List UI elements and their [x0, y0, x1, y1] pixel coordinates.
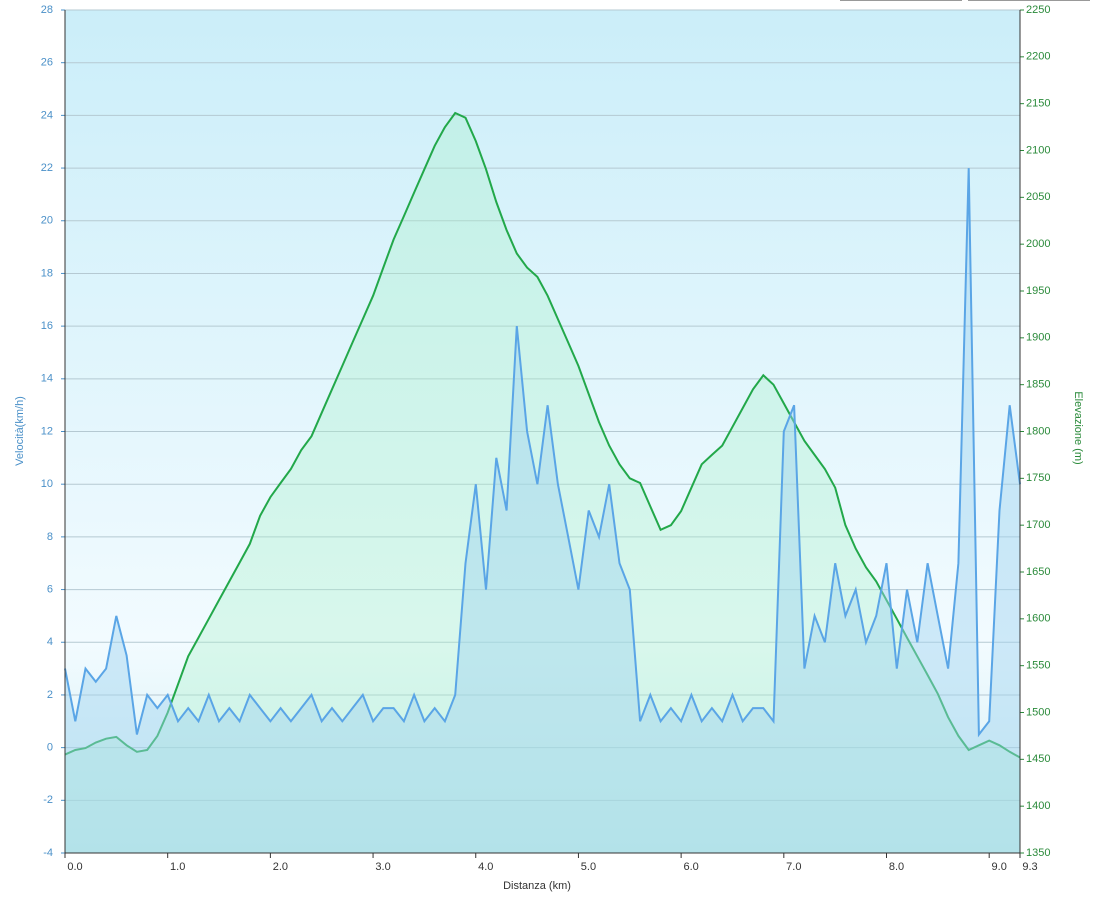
y-tick-label: -2	[43, 794, 53, 806]
y-tick-label: 0	[47, 742, 53, 754]
y-tick-label: 24	[41, 109, 53, 121]
button[interactable]	[840, 0, 962, 1]
y2-tick-label: 1400	[1026, 800, 1050, 812]
y2-tick-label: 1550	[1026, 660, 1050, 672]
x-tick-label: 6.0	[683, 861, 698, 873]
y-tick-label: -4	[43, 847, 53, 859]
y2-tick-label: 1600	[1026, 613, 1050, 625]
y-tick-label: 16	[41, 320, 53, 332]
y-tick-label: 14	[41, 373, 53, 385]
y-tick-label: 28	[41, 4, 53, 16]
area	[65, 168, 1020, 854]
y2-tick-label: 1650	[1026, 566, 1050, 578]
y2-axis-label: Elevazione (m)	[1072, 391, 1084, 464]
y2-tick-label: 2050	[1026, 191, 1050, 203]
area	[65, 113, 1020, 853]
button[interactable]	[968, 0, 1090, 1]
y-tick-label: 20	[41, 215, 53, 227]
x-tick-label: 8.0	[889, 861, 904, 873]
x-tick-label: 2.0	[273, 861, 288, 873]
y-tick-label: 10	[41, 478, 53, 490]
y2-tick-label: 2200	[1026, 51, 1050, 63]
x-axis-label: Distanza (km)	[503, 880, 571, 892]
y-tick-label: 2	[47, 689, 53, 701]
x-tick-label: 7.0	[786, 861, 801, 873]
y2-tick-label: 1950	[1026, 285, 1050, 297]
y-tick-label: 12	[41, 425, 53, 437]
y2-tick-label: 1850	[1026, 379, 1050, 391]
y2-tick-label: 1900	[1026, 332, 1050, 344]
y-tick-label: 6	[47, 583, 53, 595]
y-tick-label: 4	[47, 636, 53, 648]
y2-tick-label: 2100	[1026, 144, 1050, 156]
y2-tick-label: 2150	[1026, 98, 1050, 110]
x-tick-label: 9.0	[992, 861, 1007, 873]
x-tick-label: 0.0	[67, 861, 82, 873]
y2-tick-label: 1350	[1026, 847, 1050, 859]
x-tick-label: 9.3	[1022, 861, 1037, 873]
y2-tick-label: 2000	[1026, 238, 1050, 250]
x-tick-label: 1.0	[170, 861, 185, 873]
y2-tick-label: 1450	[1026, 753, 1050, 765]
y-tick-label: 18	[41, 267, 53, 279]
y-tick-label: 26	[41, 57, 53, 69]
y-axis-label: Velocità(km/h)	[14, 396, 26, 466]
x-tick-label: 3.0	[375, 861, 390, 873]
y2-tick-label: 1500	[1026, 706, 1050, 718]
x-tick-label: 4.0	[478, 861, 493, 873]
y2-tick-label: 1800	[1026, 425, 1050, 437]
y2-tick-label: 1750	[1026, 472, 1050, 484]
y2-tick-label: 2250	[1026, 4, 1050, 16]
y2-tick-label: 1700	[1026, 519, 1050, 531]
line	[64, 168, 1021, 738]
y-tick-label: 8	[47, 531, 53, 543]
y-tick-label: 22	[41, 162, 53, 174]
line	[64, 111, 1021, 759]
x-tick-label: 5.0	[581, 861, 596, 873]
